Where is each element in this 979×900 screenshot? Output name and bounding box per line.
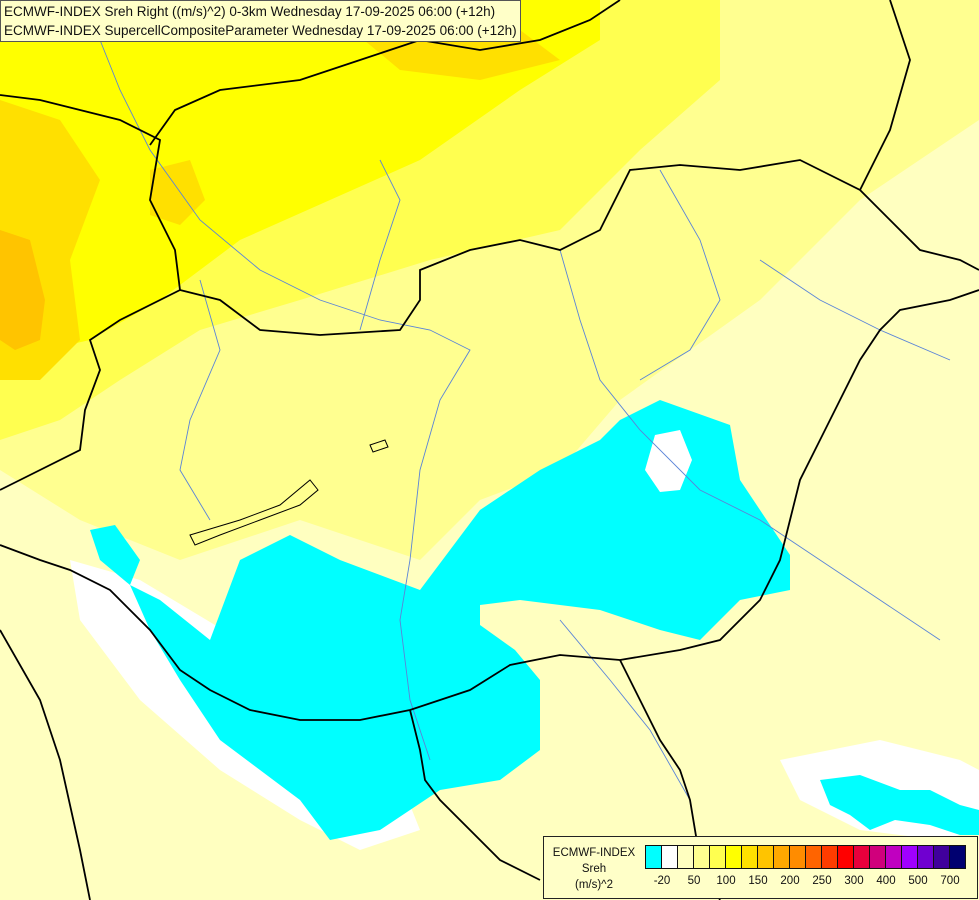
color-legend: ECMWF-INDEX Sreh (m/s)^2 -20 50 100 150 200 2… [543, 836, 978, 899]
legend-swatch [662, 846, 678, 868]
legend-variable: Sreh [581, 863, 607, 875]
rivers [99, 39, 951, 861]
legend-swatch [710, 846, 726, 868]
legend-source: ECMWF-INDEX [552, 847, 636, 859]
legend-swatch [774, 846, 790, 868]
legend-swatch [646, 846, 662, 868]
field-orange [0, 230, 45, 350]
legend-swatch [678, 846, 694, 868]
legend-swatch [854, 846, 870, 868]
legend-swatch [902, 846, 918, 868]
legend-label: 700 [940, 875, 960, 887]
legend-swatch [918, 846, 934, 868]
legend-swatch [886, 846, 902, 868]
legend-color-bar [645, 845, 966, 869]
legend-label: 400 [876, 875, 896, 887]
legend-label: 50 [687, 875, 701, 887]
field-cyan [90, 400, 979, 840]
legend-label: 300 [844, 875, 864, 887]
legend-swatch [838, 846, 854, 868]
legend-label: 250 [812, 875, 832, 887]
legend-swatch [950, 846, 965, 868]
legend-swatch [822, 846, 838, 868]
legend-swatch [806, 846, 822, 868]
legend-swatch [758, 846, 774, 868]
legend-unit: (m/s)^2 [575, 879, 613, 891]
legend-swatch [726, 846, 742, 868]
legend-label: 200 [780, 875, 800, 887]
legend-swatch [934, 846, 950, 868]
title-line-sreh: ECMWF-INDEX Sreh Right ((m/s)^2) 0-3km W… [4, 4, 496, 19]
legend-swatch [870, 846, 886, 868]
legend-title: ECMWF-INDEX Sreh (m/s)^2 [548, 845, 640, 893]
field-gold [0, 10, 560, 380]
field-yellow [0, 0, 600, 360]
legend-label: 150 [748, 875, 768, 887]
title-line-scp: ECMWF-INDEX SupercellCompositeParameter … [4, 23, 517, 38]
legend-swatch [694, 846, 710, 868]
field-white-hole [645, 430, 692, 492]
map-title: ECMWF-INDEX Sreh Right ((m/s)^2) 0-3km W… [0, 0, 521, 42]
lakes [189, 439, 389, 546]
legend-swatch [790, 846, 806, 868]
legend-label: 100 [716, 875, 736, 887]
legend-swatch [742, 846, 758, 868]
legend-label: 500 [908, 875, 928, 887]
legend-label: -20 [653, 875, 671, 887]
